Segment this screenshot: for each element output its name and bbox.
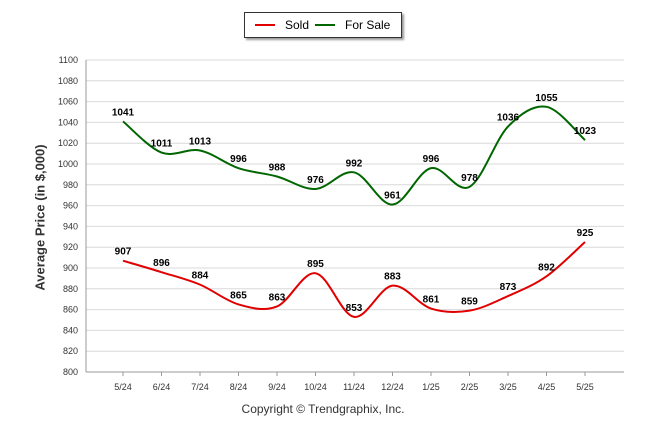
legend: Sold For Sale: [244, 12, 402, 38]
data-label-for-sale: 1036: [497, 113, 520, 124]
axes: 800 820 840 860 880 900 920 940 960 980 1000 1020 10…: [58, 55, 624, 392]
legend-label-for-sale: For Sale: [345, 18, 391, 32]
y-tick-label: 840: [63, 325, 78, 335]
data-label-sold: 863: [269, 292, 286, 303]
data-label-sold: 892: [538, 262, 555, 273]
data-label-for-sale: 992: [346, 158, 363, 169]
data-label-for-sale: 1041: [112, 107, 135, 118]
x-tick-label: 5/25: [576, 382, 594, 392]
y-tick-label: 820: [63, 346, 78, 356]
data-label-sold: 883: [384, 272, 401, 283]
y-tick-label: 980: [63, 180, 78, 190]
y-tick-label: 900: [63, 263, 78, 273]
data-label-sold: 859: [461, 297, 478, 308]
x-tick-label: 12/24: [381, 382, 404, 392]
y-tick-label: 920: [63, 242, 78, 252]
gridlines: [86, 59, 624, 373]
legend-swatch-for-sale: [315, 24, 335, 26]
x-tick-label: 1/25: [422, 382, 440, 392]
data-label-for-sale: 1011: [151, 139, 173, 150]
x-tick-label: 10/24: [304, 382, 327, 392]
y-tick-label: 1020: [58, 138, 78, 148]
data-label-sold: 853: [346, 303, 363, 314]
x-tick-label: 5/24: [114, 382, 132, 392]
data-label-sold: 896: [153, 258, 170, 269]
data-label-sold: 865: [230, 290, 247, 301]
copyright-text: Copyright © Trendgraphix, Inc.: [241, 402, 405, 416]
y-tick-label: 1000: [58, 159, 78, 169]
x-tick-label: 3/25: [499, 382, 517, 392]
y-tick-label: 880: [63, 284, 78, 294]
x-tick-label: 9/24: [268, 382, 286, 392]
y-tick-label: 940: [63, 221, 78, 231]
y-tick-label: 800: [63, 367, 78, 377]
data-label-sold: 884: [192, 271, 209, 282]
series-layer: [122, 105, 586, 318]
data-label-for-sale: 1013: [189, 136, 212, 147]
y-tick-label: 1100: [59, 55, 78, 65]
data-label-for-sale: 961: [384, 191, 401, 202]
y-tick-label: 1080: [58, 76, 78, 86]
x-tick-label: 4/25: [538, 382, 556, 392]
data-label-for-sale: 1055: [535, 93, 558, 104]
x-tick-label: 8/24: [230, 382, 248, 392]
data-label-sold: 925: [577, 228, 594, 239]
x-tick-label: 11/24: [343, 382, 365, 392]
data-label-sold: 907: [115, 247, 132, 258]
x-tick-label: 7/24: [191, 382, 209, 392]
x-tick-label: 2/25: [461, 382, 479, 392]
y-tick-label: 1040: [58, 117, 78, 127]
y-axis-label: Average Price (in $,000): [32, 144, 48, 291]
data-label-sold: 895: [307, 259, 324, 270]
series-line-for-sale: [122, 105, 586, 206]
y-tick-label: 960: [63, 201, 78, 211]
data-label-sold: 873: [500, 282, 517, 293]
data-label-for-sale: 988: [269, 162, 286, 173]
data-labels: 907 896 884 865 863 895 853 883 861 859 873 892 925 1…: [112, 93, 597, 314]
x-tick-label: 6/24: [153, 382, 171, 392]
legend-label-sold: Sold: [285, 18, 310, 32]
data-label-for-sale: 1023: [574, 126, 597, 137]
data-label-for-sale: 976: [307, 175, 324, 186]
data-label-for-sale: 996: [423, 154, 440, 165]
series-line-sold: [122, 241, 586, 318]
y-tick-label: 1060: [58, 97, 78, 107]
data-label-sold: 861: [423, 295, 440, 306]
data-label-for-sale: 996: [230, 154, 247, 165]
data-label-for-sale: 978: [461, 173, 478, 184]
legend-swatch-sold: [255, 24, 275, 26]
y-tick-label: 860: [63, 305, 78, 315]
